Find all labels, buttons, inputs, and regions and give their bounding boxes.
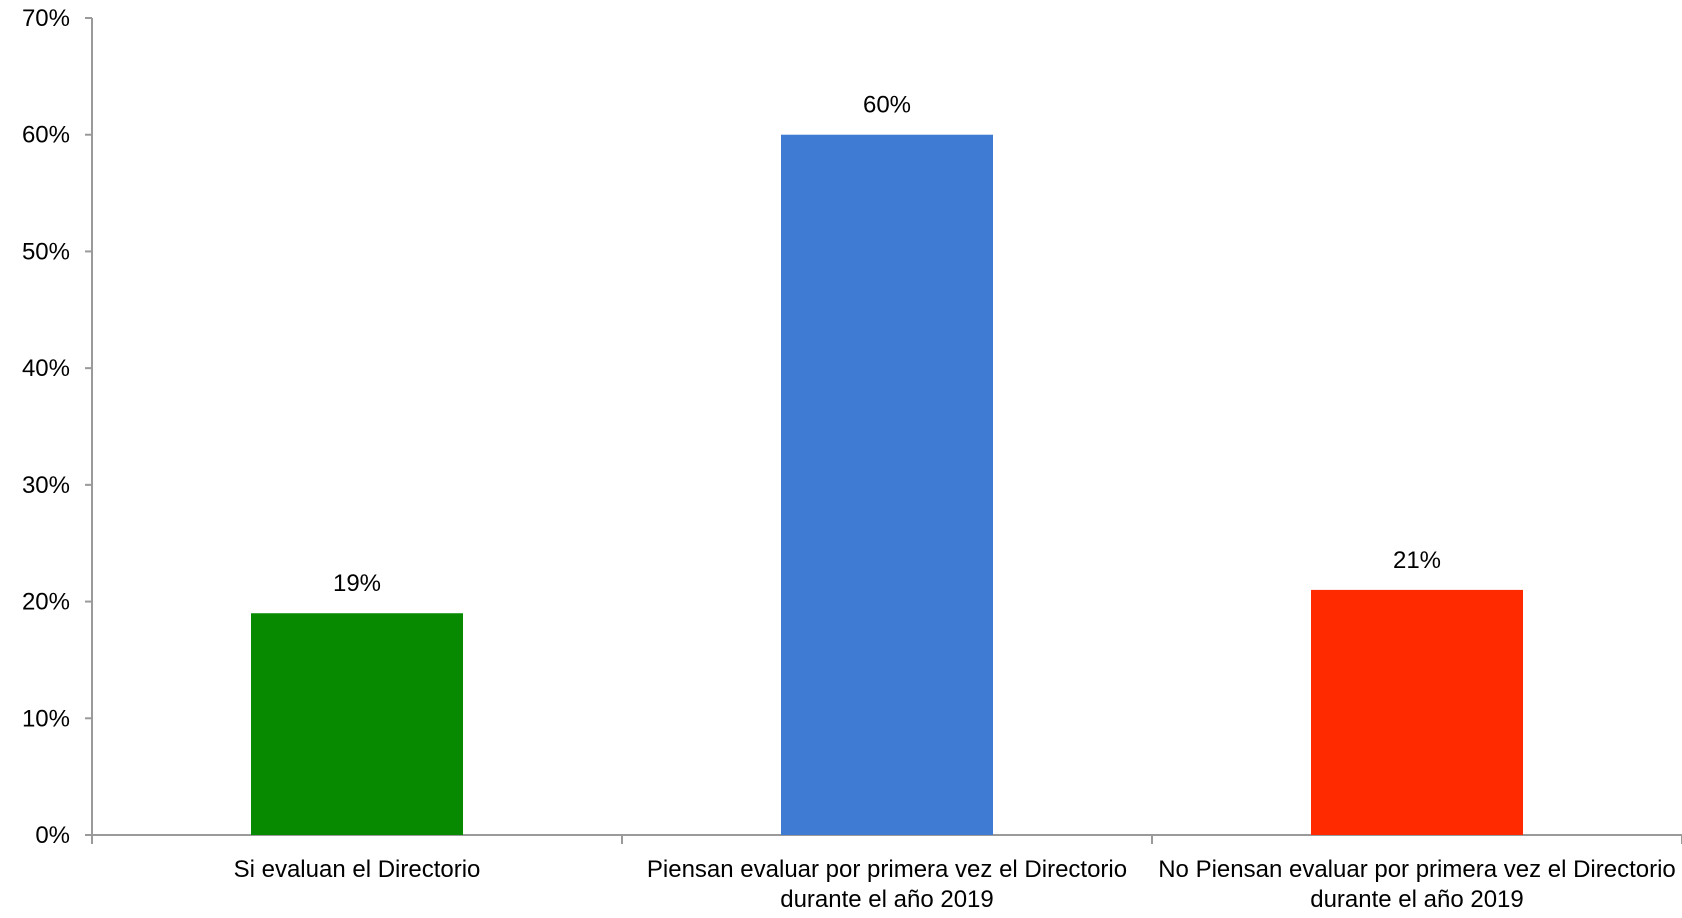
y-tick-label: 70% (22, 5, 70, 32)
y-tick-label: 40% (22, 355, 70, 382)
bar-value-label: 60% (863, 92, 911, 119)
bar (781, 134, 993, 835)
x-label-piensan-evaluar: Piensan evaluar por primera vez el Direc… (646, 856, 1128, 913)
bar (251, 613, 463, 835)
x-axis (91, 834, 1682, 844)
y-tick-label: 50% (22, 238, 70, 265)
bar-value-label: 21% (1393, 547, 1441, 574)
value-labels: 19% 60% 21% (333, 92, 1441, 598)
y-tick-label: 10% (22, 705, 70, 732)
y-tick-label: 60% (22, 122, 70, 149)
bar-value-label: 19% (333, 570, 381, 597)
bar (1311, 589, 1523, 835)
y-axis: 0% 10% 20% 30% 40% 50% 60% 70% (22, 5, 93, 849)
x-label-si-evaluan: Si evaluan el Directorio (233, 856, 481, 883)
y-tick-label: 20% (22, 589, 70, 616)
y-tick-label: 30% (22, 472, 70, 499)
bars (251, 134, 1523, 835)
x-label-no-piensan-evaluar: No Piensan evaluar por primera vez el Di… (1158, 856, 1676, 913)
y-tick-label: 0% (35, 822, 70, 849)
